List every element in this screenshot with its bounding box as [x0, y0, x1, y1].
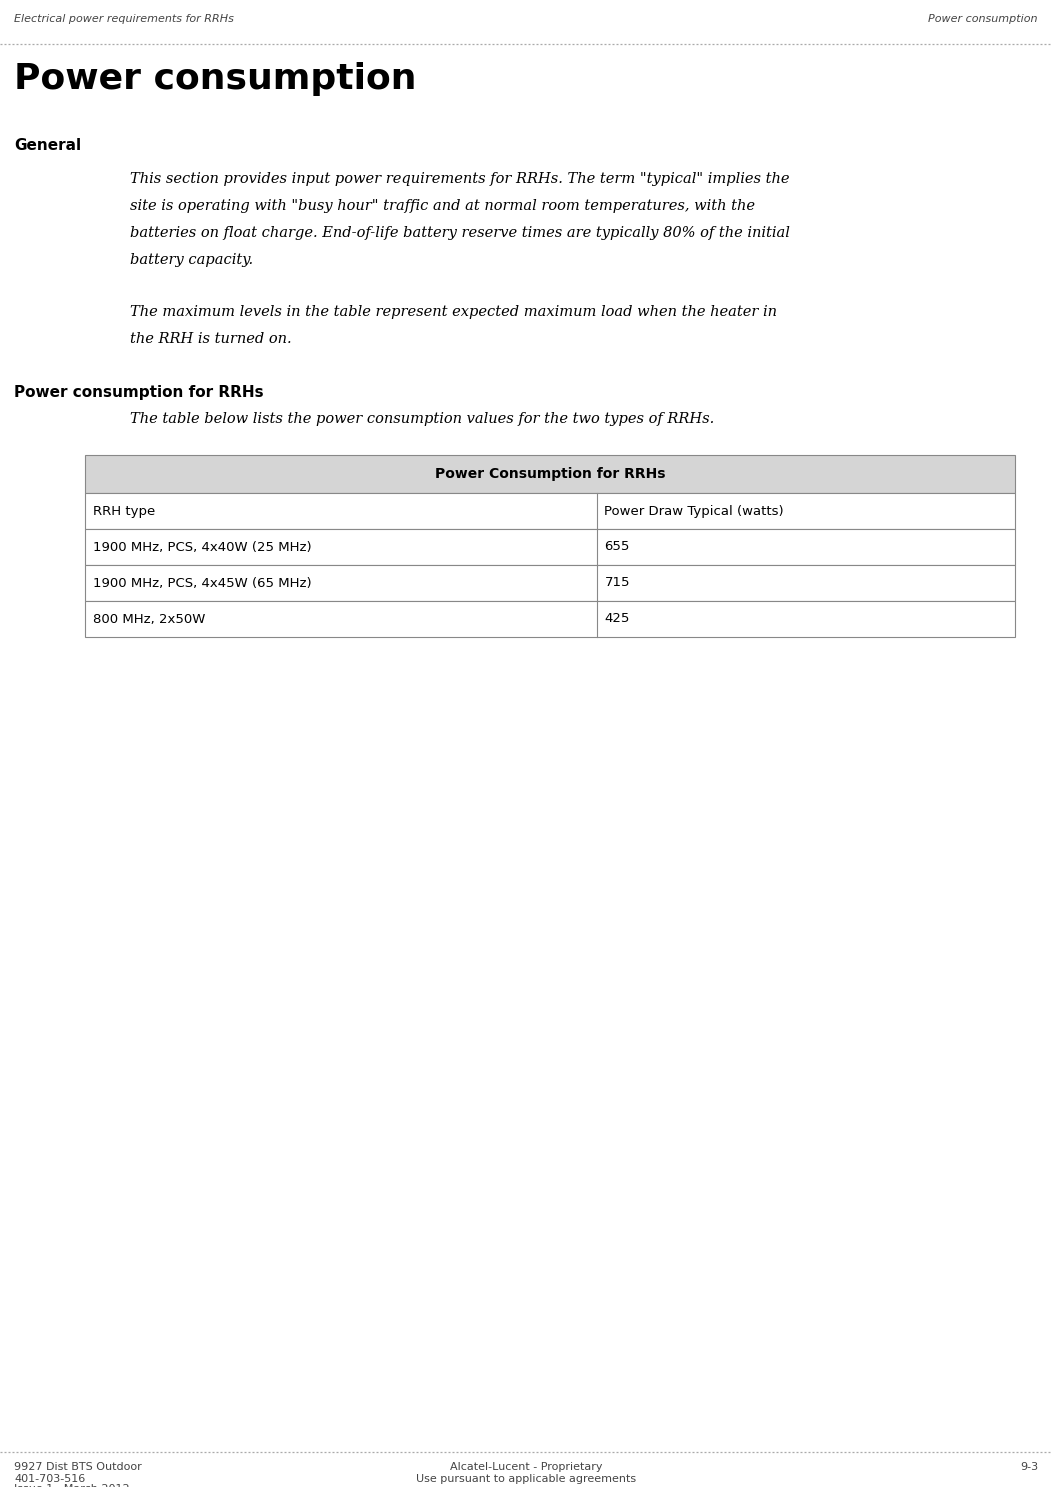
- Text: battery capacity.: battery capacity.: [130, 253, 254, 268]
- Text: Issue 1   March 2012: Issue 1 March 2012: [14, 1484, 129, 1487]
- Text: 1900 MHz, PCS, 4x45W (65 MHz): 1900 MHz, PCS, 4x45W (65 MHz): [93, 577, 311, 589]
- Text: 401-703-516: 401-703-516: [14, 1474, 85, 1484]
- Text: Use pursuant to applicable agreements: Use pursuant to applicable agreements: [416, 1474, 636, 1484]
- Text: 715: 715: [605, 577, 630, 589]
- Text: Power Consumption for RRHs: Power Consumption for RRHs: [434, 467, 665, 480]
- Bar: [85, 494, 1015, 529]
- Text: Power consumption for RRHs: Power consumption for RRHs: [14, 385, 264, 400]
- Text: 9-3: 9-3: [1019, 1462, 1038, 1472]
- Text: 9927 Dist BTS Outdoor: 9927 Dist BTS Outdoor: [14, 1462, 142, 1472]
- Text: 1900 MHz, PCS, 4x40W (25 MHz): 1900 MHz, PCS, 4x40W (25 MHz): [93, 540, 311, 553]
- Text: 800 MHz, 2x50W: 800 MHz, 2x50W: [93, 613, 205, 626]
- Text: the RRH is turned on.: the RRH is turned on.: [130, 332, 291, 346]
- Text: Power Draw Typical (watts): Power Draw Typical (watts): [605, 504, 784, 517]
- Text: This section provides input power requirements for RRHs. The term "typical" impl: This section provides input power requir…: [130, 172, 789, 186]
- Text: site is operating with "busy hour" traffic and at normal room temperatures, with: site is operating with "busy hour" traff…: [130, 199, 755, 213]
- Text: The table below lists the power consumption values for the two types of RRHs.: The table below lists the power consumpt…: [130, 412, 714, 425]
- Bar: [85, 455, 1015, 494]
- Text: 655: 655: [605, 540, 630, 553]
- Text: Power consumption: Power consumption: [929, 13, 1038, 24]
- Text: The maximum levels in the table represent expected maximum load when the heater : The maximum levels in the table represen…: [130, 305, 777, 320]
- Bar: [85, 565, 1015, 601]
- Text: batteries on float charge. End-of-life battery reserve times are typically 80% o: batteries on float charge. End-of-life b…: [130, 226, 790, 239]
- Bar: [85, 601, 1015, 636]
- Text: Alcatel-Lucent - Proprietary: Alcatel-Lucent - Proprietary: [450, 1462, 602, 1472]
- Text: Electrical power requirements for RRHs: Electrical power requirements for RRHs: [14, 13, 234, 24]
- Text: 425: 425: [605, 613, 630, 626]
- Text: General: General: [14, 138, 81, 153]
- Text: RRH type: RRH type: [93, 504, 156, 517]
- Bar: [85, 529, 1015, 565]
- Text: Power consumption: Power consumption: [14, 62, 417, 97]
